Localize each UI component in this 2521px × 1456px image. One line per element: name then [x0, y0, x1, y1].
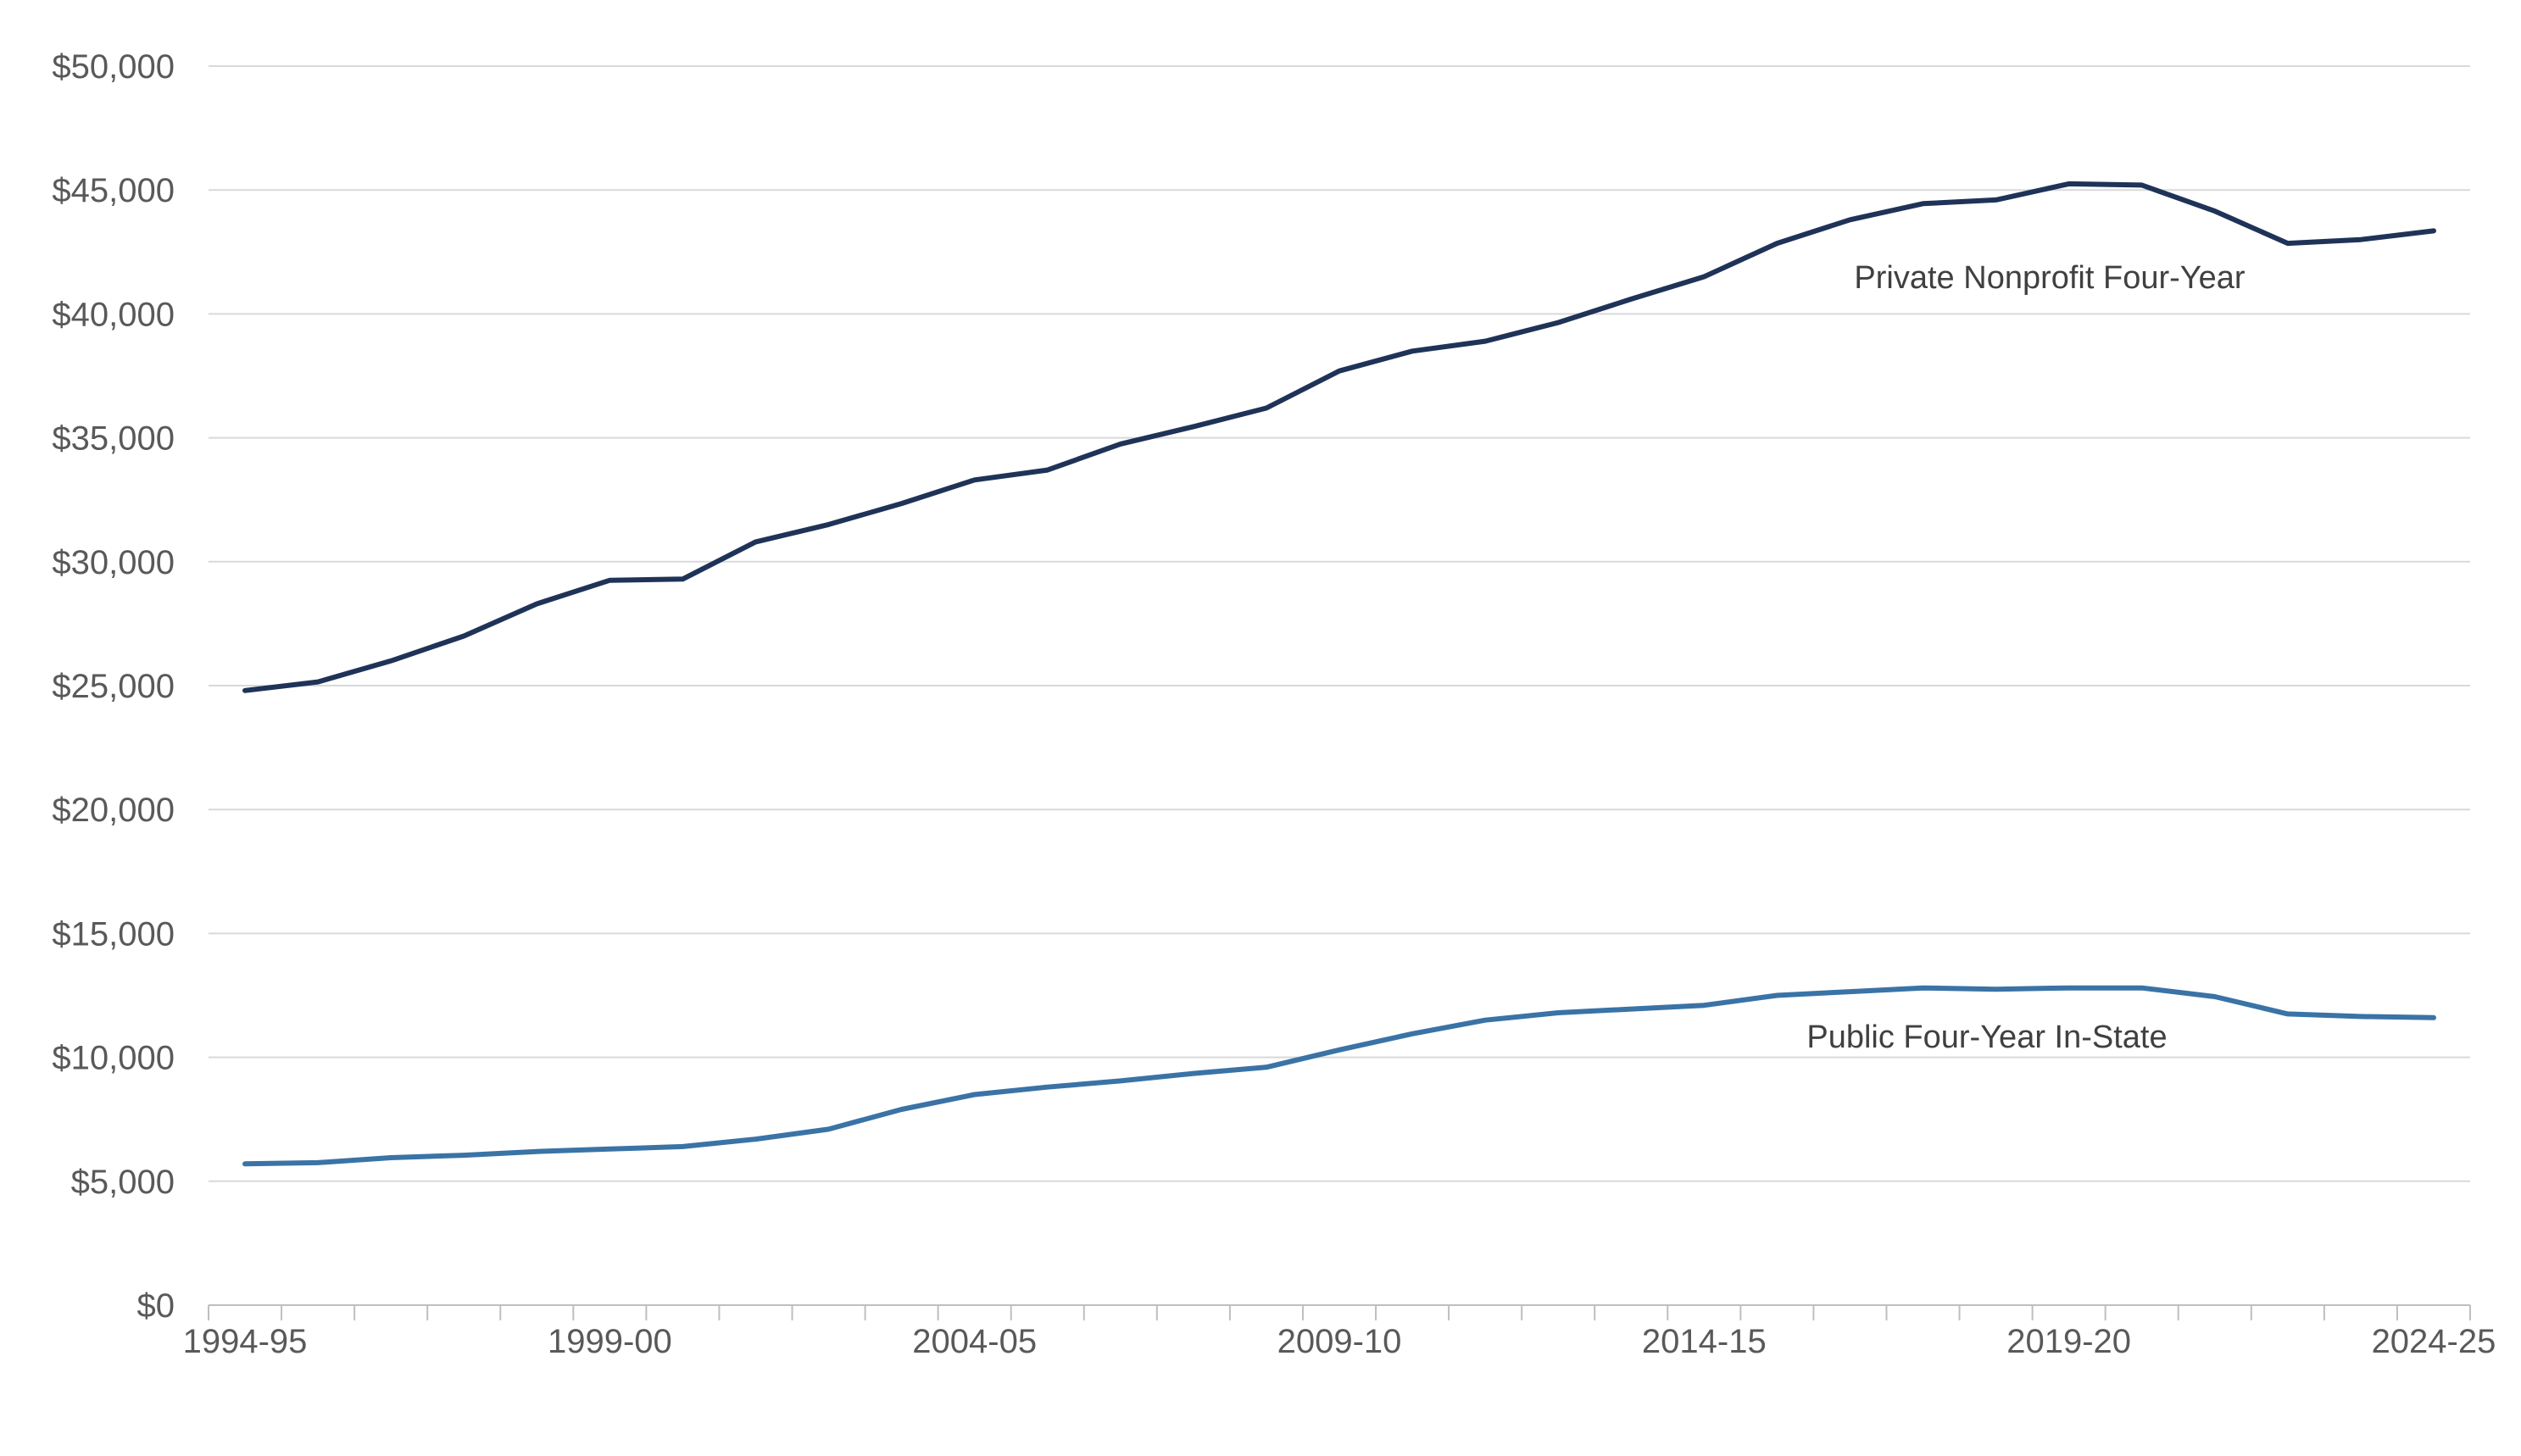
- series-lines: [242, 181, 2436, 1167]
- x-tick-label: 1994-95: [183, 1323, 308, 1360]
- x-tick-label: 2014-15: [1642, 1323, 1767, 1360]
- series-label-private-nonprofit: Private Nonprofit Four-Year: [1854, 260, 2245, 296]
- x-tick-label: 2024-25: [2372, 1323, 2496, 1360]
- y-tick-label: $35,000: [52, 420, 175, 458]
- x-tick-label: 2019-20: [2006, 1323, 2131, 1360]
- y-tick-label: $45,000: [52, 172, 175, 209]
- y-tick-label: $25,000: [52, 668, 175, 705]
- y-tick-label: $10,000: [52, 1040, 175, 1077]
- x-axis-labels: 1994-95 1999-00 2004-05 2009-10 2014-15 2019-…: [183, 1323, 2496, 1360]
- x-tick-label: 2009-10: [1277, 1323, 1402, 1360]
- y-tick-label: $50,000: [52, 48, 175, 86]
- y-tick-label: $0: [137, 1287, 175, 1325]
- series-line-public-four-year: [242, 985, 2436, 1167]
- y-tick-label: $40,000: [52, 296, 175, 333]
- y-tick-label: $15,000: [52, 915, 175, 953]
- series-label-public-four-year: Public Four-Year In-State: [1806, 1020, 2167, 1055]
- series-line-private-nonprofit: [242, 181, 2436, 693]
- y-tick-label: $30,000: [52, 544, 175, 581]
- gridlines: [209, 65, 2470, 1182]
- x-tick-label: 1999-00: [548, 1323, 672, 1360]
- x-tick-label: 2004-05: [912, 1323, 1037, 1360]
- y-tick-label: $5,000: [71, 1164, 175, 1201]
- y-tick-label: $20,000: [52, 792, 175, 829]
- y-axis-labels: $0 $5,000 $10,000 $15,000 $20,000 $25,000 $30,…: [52, 48, 175, 1325]
- x-axis: [208, 1304, 2471, 1320]
